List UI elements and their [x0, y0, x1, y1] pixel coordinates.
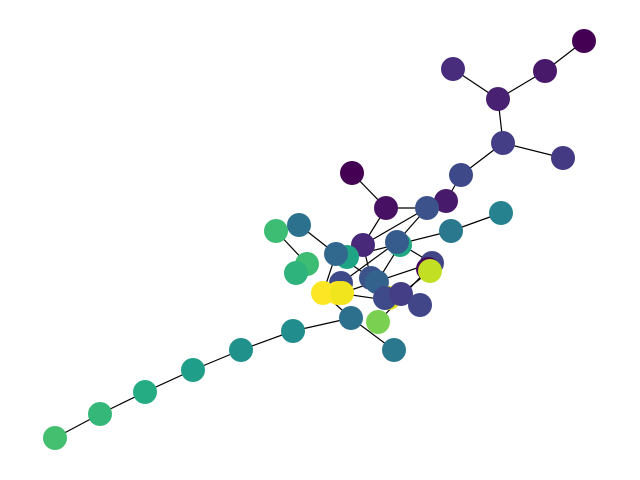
graph-node [330, 281, 354, 305]
graph-node [533, 59, 557, 83]
graph-node [374, 196, 398, 220]
graph-node [491, 131, 515, 155]
graph-node [88, 402, 112, 426]
graph-node [281, 319, 305, 343]
graph-node [551, 146, 575, 170]
graph-node [340, 161, 364, 185]
graph-node [572, 29, 596, 53]
graph-node [133, 380, 157, 404]
graph-nodes [43, 29, 596, 450]
graph-node [382, 338, 406, 362]
graph-node [366, 310, 390, 334]
graph-node [287, 213, 311, 237]
graph-node [486, 87, 510, 111]
graph-node [389, 282, 413, 306]
graph-node [284, 261, 308, 285]
graph-node [418, 259, 442, 283]
graph-node [339, 306, 363, 330]
graph-edge [362, 207, 428, 246]
graph-node [43, 426, 67, 450]
graph-node [385, 230, 409, 254]
graph-node [434, 189, 458, 213]
graph-node [264, 219, 288, 243]
graph-node [229, 338, 253, 362]
graph-node [441, 57, 465, 81]
graph-node [449, 163, 473, 187]
graph-node [415, 196, 439, 220]
graph-node [439, 219, 463, 243]
graph-node [181, 358, 205, 382]
graph-node [489, 201, 513, 225]
graph-node [324, 242, 348, 266]
graph-node [408, 293, 432, 317]
